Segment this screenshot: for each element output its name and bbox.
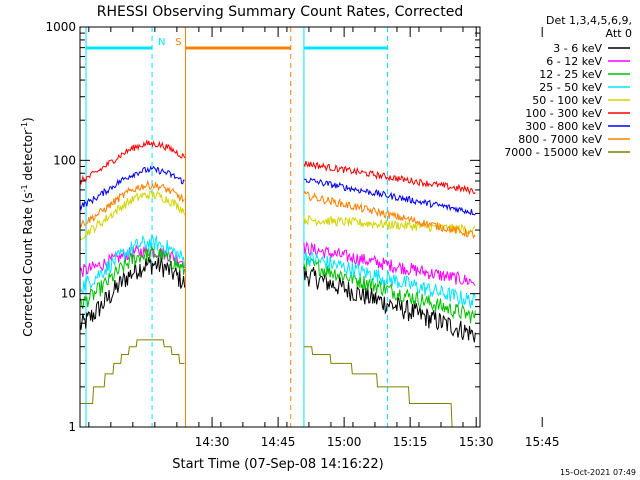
series-line-before-gap <box>79 139 186 186</box>
y-tick-label: 1 <box>68 420 76 434</box>
series-line-after-gap <box>303 214 476 236</box>
y-tick-label: 1000 <box>45 20 76 34</box>
series-line-before-gap <box>79 255 186 330</box>
footer-timestamp: 15-Oct-2021 07:49 <box>560 468 636 477</box>
x-tick-label: 15:00 <box>327 435 362 449</box>
x-tick-label: 15:45 <box>525 435 560 449</box>
x-tick-label: 15:15 <box>393 435 428 449</box>
series-4 <box>79 190 476 241</box>
legend-label: 50 - 100 keV <box>532 94 602 107</box>
y-axis-label-sup2: -1 <box>20 122 29 130</box>
legend-label: 25 - 50 keV <box>539 81 602 94</box>
x-tick-label: 14:45 <box>261 435 296 449</box>
axes: 1 10 100 1000 14:30 14:45 15:00 15:15 15:30 15:45 <box>45 20 559 449</box>
series-5 <box>79 139 476 195</box>
saa-label: S <box>175 37 181 48</box>
series-8 <box>80 339 476 428</box>
series-line-after-gap <box>303 177 476 216</box>
plot-frame <box>79 26 481 428</box>
series-line-before-gap <box>79 190 186 241</box>
saa-marker-2: S <box>175 27 292 427</box>
x-tick-label: 15:30 <box>459 435 494 449</box>
series-line-after-gap <box>303 346 476 428</box>
y-tick-label: 10 <box>61 287 76 301</box>
y-axis-label-sup1: -1 <box>20 184 29 192</box>
x-axis-label: Start Time (07-Sep-08 14:16:22) <box>172 457 383 472</box>
legend-label: 7000 - 15000 keV <box>504 146 602 159</box>
series-line-after-gap <box>303 266 476 343</box>
legend-label: 800 - 7000 keV <box>518 133 602 146</box>
y-axis-label-part2: detector <box>21 130 35 185</box>
legend-label: 100 - 300 keV <box>525 107 602 120</box>
night-label: N <box>158 37 165 48</box>
chart-title: RHESSI Observing Summary Count Rates, Co… <box>97 4 463 20</box>
series-line-before-gap <box>79 165 185 212</box>
series-line-after-gap <box>303 190 476 240</box>
y-axis-label: Corrected Count Rate (s-1 detector-1) <box>20 117 35 336</box>
y-axis-label-part1: Corrected Count Rate (s <box>21 192 35 336</box>
series-7 <box>79 179 476 240</box>
series-3 <box>79 234 476 309</box>
night-marker-1 <box>303 27 389 427</box>
series-line-before-gap <box>79 244 186 310</box>
series-line-after-gap <box>303 250 476 309</box>
y-tick-label: 100 <box>53 153 76 167</box>
legend-label: 12 - 25 keV <box>539 68 602 81</box>
night-marker-0: N <box>85 27 166 427</box>
legend-label: 6 - 12 keV <box>546 55 602 68</box>
x-tick-label: 14:30 <box>195 435 230 449</box>
series-line-before-gap <box>79 179 185 228</box>
series-line-after-gap <box>303 256 476 324</box>
legend-header-attenuator: Att 0 <box>606 27 632 40</box>
series-2 <box>79 244 476 324</box>
series-line-after-gap <box>303 241 476 286</box>
series-line-before-gap <box>79 234 186 295</box>
y-axis-label-part3: ) <box>21 117 35 122</box>
series-1 <box>79 241 476 286</box>
series-0 <box>79 255 476 343</box>
series-6 <box>79 165 476 216</box>
series-line-after-gap <box>303 160 476 195</box>
legend-label: 300 - 800 keV <box>525 120 602 133</box>
series-line-before-gap <box>80 339 185 404</box>
legend-label: 3 - 6 keV <box>553 42 602 55</box>
legend-header-detectors: Det 1,3,4,5,6,9, <box>546 14 632 27</box>
